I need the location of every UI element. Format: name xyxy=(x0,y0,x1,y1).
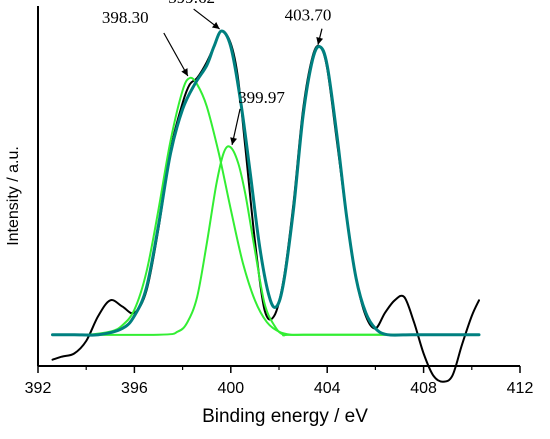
x-tick-label: 400 xyxy=(217,380,244,397)
peak-annotation: 399.62 xyxy=(168,0,221,30)
x-axis-title: Binding energy / eV xyxy=(202,406,368,427)
peak-label: 399.62 xyxy=(168,0,215,7)
peak-arrow-head xyxy=(181,68,188,76)
x-tick-label: 404 xyxy=(314,380,341,397)
series-layer xyxy=(51,29,481,383)
peak-annotation: 403.70 xyxy=(285,6,332,45)
peak-annotation: 399.97 xyxy=(230,88,285,145)
peak-arrow xyxy=(163,32,189,77)
series-fitted-envelope xyxy=(51,29,481,337)
peak-label: 403.70 xyxy=(285,6,332,25)
peak-arrow-head xyxy=(211,22,220,30)
x-tick-label: 396 xyxy=(121,380,148,397)
peak-label: 398.30 xyxy=(102,8,149,27)
series-component-398-30 xyxy=(51,76,480,336)
series-component-399-97 xyxy=(51,145,480,337)
peak-arrow-head xyxy=(316,37,324,45)
tick-layer: 392 396 400 404 408 412 xyxy=(25,366,534,397)
peak-arrow-head xyxy=(230,137,238,145)
peak-annotation: 398.30 xyxy=(102,8,189,77)
y-axis-title: Intensity / a.u. xyxy=(5,146,22,246)
annotation-layer: 398.30 399.62 399.97 403.70 xyxy=(102,0,332,145)
plot-area: 392 396 400 404 408 412 398.30 399.62 399.97 403… xyxy=(25,0,534,397)
x-tick-label: 412 xyxy=(507,380,534,397)
peak-label: 399.97 xyxy=(238,88,285,107)
x-tick-label: 408 xyxy=(410,380,437,397)
x-tick-label: 392 xyxy=(25,380,52,397)
